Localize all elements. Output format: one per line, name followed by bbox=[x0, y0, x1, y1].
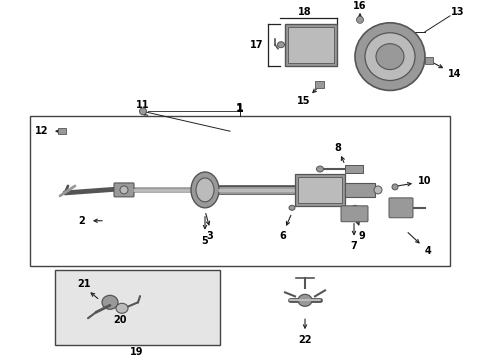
Text: 17: 17 bbox=[250, 40, 264, 50]
FancyBboxPatch shape bbox=[389, 198, 413, 218]
Text: 9: 9 bbox=[359, 231, 366, 241]
Ellipse shape bbox=[392, 184, 398, 190]
Text: 12: 12 bbox=[35, 126, 49, 136]
Bar bbox=[30, 116, 450, 266]
Text: 20: 20 bbox=[113, 315, 127, 325]
Bar bbox=[58, 128, 66, 134]
Bar bbox=[315, 81, 324, 89]
Ellipse shape bbox=[120, 186, 128, 194]
Text: 22: 22 bbox=[298, 335, 312, 345]
Text: 16: 16 bbox=[353, 1, 367, 11]
Ellipse shape bbox=[374, 186, 382, 194]
Text: 5: 5 bbox=[201, 236, 208, 246]
Text: 1: 1 bbox=[236, 104, 244, 114]
Ellipse shape bbox=[355, 23, 425, 90]
Bar bbox=[345, 183, 375, 197]
Text: 10: 10 bbox=[418, 176, 432, 186]
Text: 2: 2 bbox=[78, 216, 85, 226]
Text: 8: 8 bbox=[335, 143, 342, 153]
Ellipse shape bbox=[116, 303, 128, 313]
Ellipse shape bbox=[289, 205, 295, 210]
Text: 1: 1 bbox=[236, 103, 244, 113]
Ellipse shape bbox=[357, 16, 364, 23]
Bar bbox=[345, 165, 363, 173]
Ellipse shape bbox=[191, 172, 219, 208]
Ellipse shape bbox=[298, 294, 312, 306]
Text: 4: 4 bbox=[425, 246, 431, 256]
Ellipse shape bbox=[365, 33, 415, 81]
Text: 7: 7 bbox=[351, 240, 357, 251]
Text: 11: 11 bbox=[136, 100, 150, 111]
Text: 19: 19 bbox=[130, 347, 144, 357]
Text: 3: 3 bbox=[207, 231, 213, 241]
Text: 13: 13 bbox=[451, 7, 465, 17]
Bar bbox=[288, 27, 334, 63]
Ellipse shape bbox=[140, 108, 147, 115]
Ellipse shape bbox=[277, 42, 285, 48]
Ellipse shape bbox=[352, 205, 358, 210]
Ellipse shape bbox=[376, 44, 404, 69]
Bar bbox=[425, 57, 433, 64]
Text: 21: 21 bbox=[77, 279, 91, 289]
Text: 14: 14 bbox=[448, 68, 462, 78]
Bar bbox=[298, 177, 342, 203]
Bar bbox=[285, 24, 337, 66]
Bar bbox=[55, 270, 220, 345]
Bar bbox=[295, 174, 345, 206]
Ellipse shape bbox=[102, 295, 118, 309]
FancyBboxPatch shape bbox=[341, 206, 368, 222]
Text: 18: 18 bbox=[298, 7, 312, 17]
FancyBboxPatch shape bbox=[114, 183, 134, 197]
Text: 15: 15 bbox=[297, 96, 311, 107]
Text: 6: 6 bbox=[280, 231, 286, 241]
Ellipse shape bbox=[196, 178, 214, 202]
Ellipse shape bbox=[317, 166, 323, 172]
